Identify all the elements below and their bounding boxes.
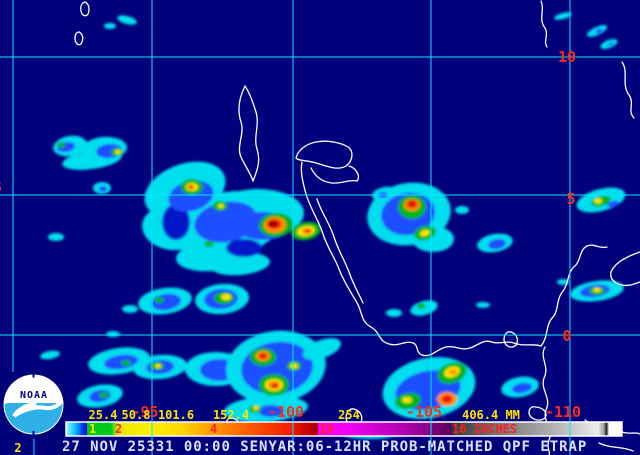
coastline-path	[80, 1, 90, 17]
longitude-label: -95	[131, 403, 158, 421]
inch-scale-label: 10	[319, 422, 333, 436]
precip-cell	[302, 338, 342, 360]
precip-cell	[608, 42, 614, 46]
precip-cell	[253, 406, 259, 410]
precip-cell	[258, 405, 284, 417]
coastline-path	[355, 300, 542, 357]
colorbar-gradient	[65, 421, 623, 437]
noaa-gull-icon	[4, 394, 63, 418]
precip-cell	[595, 28, 603, 34]
coastline-path	[300, 161, 357, 302]
coastline-path	[542, 346, 551, 455]
precip-cell	[259, 353, 267, 359]
inch-scale-label: 2	[115, 422, 122, 436]
precip-cell	[386, 309, 402, 317]
precip-cell	[155, 364, 161, 368]
precip-cell	[115, 150, 121, 154]
precip-cell	[204, 241, 214, 247]
precip-cell	[40, 350, 60, 360]
precip-cell	[48, 233, 64, 241]
noaa-logo-text: NOAA	[20, 390, 48, 401]
precip-cell	[106, 331, 120, 337]
precip-cell	[594, 198, 602, 204]
coastline-path	[244, 85, 260, 182]
mm-scale-label: 254	[338, 408, 360, 422]
precip-cell	[226, 239, 262, 257]
precip-cell	[271, 383, 279, 389]
precip-cell	[593, 288, 601, 292]
clipped-latitude-label: 5	[0, 181, 2, 196]
latitude-label: 5	[566, 190, 575, 208]
precip-cell	[121, 360, 131, 366]
precip-cell	[154, 297, 164, 303]
precip-cell	[455, 206, 469, 214]
mm-scale-label: 101.6	[158, 408, 194, 422]
product-caption: 27 NOV 25331 00:00 SENYAR:06-12HR PROB-M…	[62, 439, 587, 455]
precip-cell	[488, 238, 506, 250]
geo-and-scale-labels: 1050-95-100-105-1105225.450.8101.6152.42…	[0, 48, 581, 455]
coastline-path	[540, 0, 548, 48]
precip-cell	[476, 302, 490, 308]
coastline-path	[598, 442, 634, 452]
precip-cell	[554, 12, 572, 20]
precipitation-blobs	[40, 12, 626, 439]
inch-scale-label: 4	[210, 422, 217, 436]
longitude-label: -110	[545, 403, 581, 421]
rainfall-colorbar	[65, 421, 623, 437]
precip-cell	[557, 279, 569, 285]
precip-cell	[122, 305, 138, 313]
precip-cell	[57, 142, 65, 148]
precip-cell	[188, 185, 194, 189]
coastline-path	[310, 165, 360, 184]
latitude-label: 0	[562, 327, 571, 345]
precip-cell	[512, 382, 532, 394]
precip-cell	[442, 395, 452, 403]
precip-cell	[449, 369, 457, 375]
precip-cell	[417, 303, 425, 309]
latitude-label: 10	[558, 48, 576, 66]
coastline-path	[316, 198, 364, 304]
coastline-path	[295, 140, 353, 169]
precip-cell	[210, 252, 270, 276]
precip-cell	[305, 229, 311, 233]
coastline-path	[540, 244, 608, 347]
inch-scale-label: 6	[286, 422, 293, 436]
mm-scale-label: 25.4	[89, 408, 118, 422]
longitude-label: -100	[268, 403, 304, 421]
precip-cell	[162, 204, 190, 240]
precip-cell	[290, 363, 298, 369]
precip-cell	[104, 23, 116, 29]
precip-cell	[104, 354, 138, 370]
corner-label: 2	[14, 441, 21, 455]
mm-scale-label: 50.8	[122, 408, 151, 422]
precip-cell	[99, 186, 107, 192]
mm-scale-label: 152.4	[213, 408, 249, 422]
precip-cell	[607, 200, 619, 208]
precip-cell	[402, 397, 412, 403]
coastline-path	[74, 31, 84, 46]
coastline-path	[621, 61, 635, 119]
coastline-path	[610, 251, 640, 287]
longitude-label: -105	[406, 403, 442, 421]
precip-cell	[420, 229, 430, 237]
inch-scale-label: 16 INCHES	[452, 422, 517, 436]
precip-cell	[269, 221, 277, 227]
coastline-path	[503, 331, 518, 348]
precip-cell	[407, 200, 417, 208]
precip-cell	[218, 204, 224, 208]
precip-cell	[117, 15, 137, 25]
coastline-path	[238, 85, 254, 182]
coastline-path	[528, 406, 547, 421]
inch-scale-label: 1	[89, 422, 96, 436]
precip-cell	[99, 392, 109, 398]
noaa-logo: NOAA	[2, 372, 65, 437]
mm-scale-label: 406.4 MM	[462, 408, 520, 422]
precip-cell	[221, 294, 231, 300]
